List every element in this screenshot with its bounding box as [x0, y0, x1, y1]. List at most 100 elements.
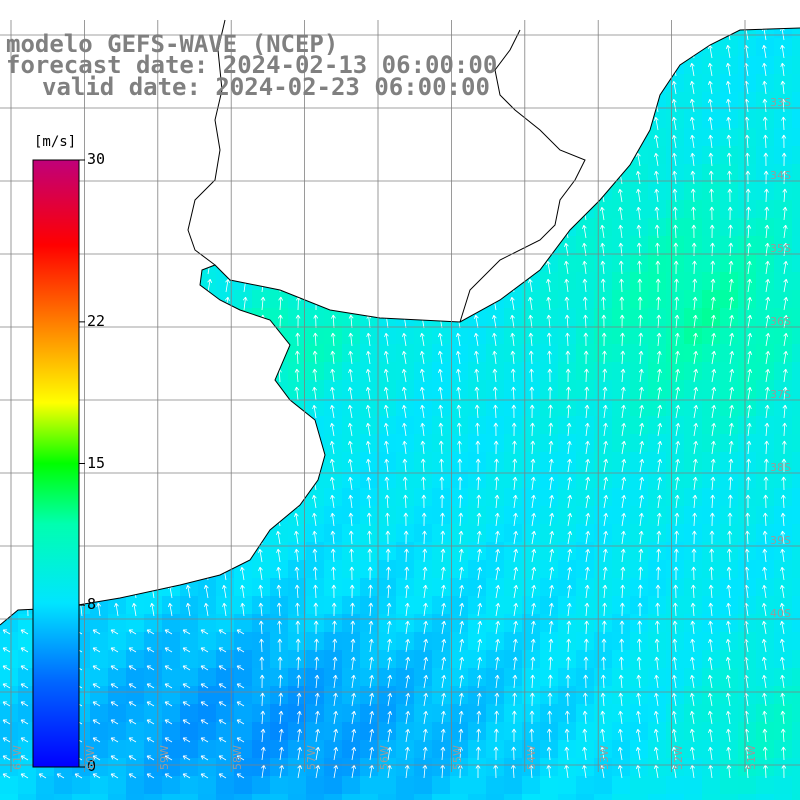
wind-arrow	[387, 674, 393, 689]
wind-arrow	[513, 530, 518, 545]
wind-arrow	[369, 98, 375, 113]
colorbar-tick-label: 30	[87, 150, 106, 168]
wind-arrow	[548, 602, 554, 617]
wind-arrow	[567, 512, 573, 527]
wind-arrow	[585, 494, 591, 509]
wind-arrow	[765, 296, 771, 311]
wind-arrow	[171, 224, 176, 239]
wind-arrow	[566, 620, 572, 635]
wind-arrow	[635, 746, 641, 761]
wind-arrow	[240, 584, 245, 599]
wind-arrow	[546, 260, 551, 275]
wind-arrow	[746, 206, 751, 221]
wind-arrow	[583, 674, 589, 689]
wind-arrow	[116, 422, 122, 437]
wind-arrow	[727, 206, 733, 221]
wind-arrow	[146, 665, 155, 671]
wind-arrow	[203, 584, 209, 599]
wind-arrow	[691, 206, 696, 221]
wind-arrow	[639, 404, 644, 419]
wind-arrow	[128, 647, 137, 653]
wind-arrow	[762, 692, 767, 707]
wind-arrow	[440, 512, 445, 527]
wind-arrow	[459, 566, 464, 581]
wind-arrow	[135, 278, 140, 293]
wind-arrow	[41, 116, 47, 131]
wind-arrow	[236, 665, 245, 671]
wind-arrow	[689, 674, 695, 689]
wind-arrow	[783, 278, 789, 293]
wind-arrow	[510, 152, 516, 167]
wind-arrow	[367, 278, 372, 293]
wind-arrow	[692, 494, 698, 509]
wind-arrow	[493, 746, 499, 760]
wind-arrow	[186, 512, 192, 527]
wind-arrow	[530, 28, 536, 41]
wind-arrow	[151, 458, 157, 473]
wind-arrow	[438, 386, 443, 401]
wind-arrow	[206, 368, 212, 383]
wind-arrow	[620, 548, 626, 563]
wind-arrow	[547, 350, 552, 365]
longitude-label: 55W	[451, 745, 465, 770]
wind-arrow	[582, 80, 588, 95]
wind-arrow	[728, 278, 734, 293]
wind-arrow	[583, 28, 589, 41]
wind-arrow	[315, 710, 320, 725]
wind-arrow	[315, 746, 321, 761]
wind-arrow	[675, 422, 681, 437]
wind-arrow	[639, 386, 644, 401]
wind-arrow	[350, 28, 356, 41]
wind-arrow	[384, 422, 389, 437]
wind-arrow	[386, 764, 392, 779]
wind-arrow	[566, 404, 572, 419]
wind-arrow	[153, 278, 159, 293]
wind-arrow	[9, 458, 15, 473]
wind-arrow	[689, 728, 695, 743]
wind-arrow	[581, 170, 587, 185]
wind-arrow	[169, 152, 175, 167]
wind-arrow	[200, 773, 209, 779]
wind-arrow	[386, 584, 392, 599]
wind-arrow	[583, 44, 589, 59]
wind-arrow	[495, 566, 501, 581]
wind-arrow	[582, 134, 587, 149]
wind-arrow	[206, 152, 212, 167]
wind-arrow	[620, 368, 626, 383]
wind-arrow	[671, 746, 677, 761]
wind-arrow	[455, 278, 461, 293]
wind-arrow	[151, 476, 157, 491]
wind-arrow	[60, 116, 65, 131]
wind-arrow	[349, 296, 354, 311]
wind-arrow	[549, 512, 555, 527]
wind-arrow	[97, 188, 103, 203]
wind-arrow	[98, 278, 104, 293]
wind-arrow	[690, 602, 696, 617]
wind-arrow	[329, 404, 335, 419]
wind-arrow	[236, 719, 245, 725]
wind-arrow	[294, 368, 300, 383]
wind-arrow	[458, 98, 464, 113]
wind-arrow	[24, 80, 29, 95]
wind-arrow	[585, 476, 591, 491]
wind-arrow	[546, 746, 552, 761]
wind-arrow	[98, 260, 104, 275]
wind-arrow	[2, 629, 11, 635]
wind-arrow	[441, 656, 447, 671]
wind-arrow	[565, 62, 571, 77]
wind-arrow	[187, 134, 193, 149]
wind-arrow	[41, 98, 47, 113]
wind-arrow	[116, 224, 122, 239]
wind-arrow	[765, 278, 770, 293]
wind-arrow	[510, 188, 516, 203]
wind-arrow	[458, 692, 464, 707]
wind-arrow	[206, 170, 212, 185]
wind-arrow	[314, 674, 320, 689]
wind-arrow	[279, 206, 285, 221]
wind-arrow	[582, 260, 588, 275]
wind-arrow	[92, 737, 101, 743]
wind-arrow	[239, 494, 245, 509]
wind-arrow	[146, 737, 155, 743]
wind-arrow	[405, 98, 410, 113]
wind-arrow	[348, 458, 353, 473]
